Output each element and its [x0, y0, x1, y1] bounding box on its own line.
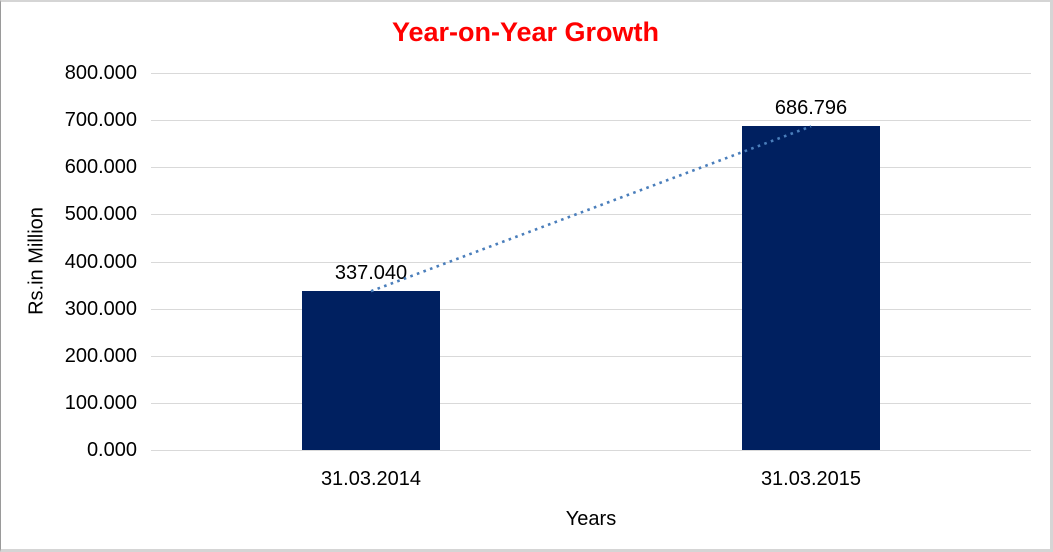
y-tick-label: 400.000: [64, 250, 137, 273]
y-tick-label: 300.000: [64, 297, 137, 320]
y-tick-label: 500.000: [64, 203, 137, 226]
chart-title: Year-on-Year Growth: [391, 17, 660, 47]
bar-value-label: 337.040: [334, 262, 408, 285]
bar-value-label: 686.796: [774, 97, 848, 120]
gridline: [151, 73, 1031, 74]
gridline: [151, 402, 1031, 404]
gridline: [151, 167, 1031, 169]
gridline: [151, 120, 1031, 122]
y-tick-label: 100.000: [64, 391, 137, 414]
y-tick-label: 200.000: [64, 344, 137, 367]
gridline: [151, 214, 1031, 216]
y-tick-label: 600.000: [64, 156, 137, 179]
gridline: [151, 355, 1031, 357]
y-tick-label: 800.000: [64, 62, 137, 84]
x-axis-title: Years: [565, 508, 617, 530]
gridline: [151, 450, 1031, 451]
bar: [742, 126, 880, 450]
plot-area: [151, 73, 1031, 451]
gridline: [151, 261, 1031, 263]
y-tick-label: 0.000: [86, 439, 137, 461]
y-tick-label: 700.000: [64, 109, 137, 132]
gridline: [151, 308, 1031, 310]
x-tick-label: 31.03.2014: [320, 468, 422, 490]
bar: [302, 291, 440, 450]
x-tick-label: 31.03.2015: [760, 468, 862, 490]
